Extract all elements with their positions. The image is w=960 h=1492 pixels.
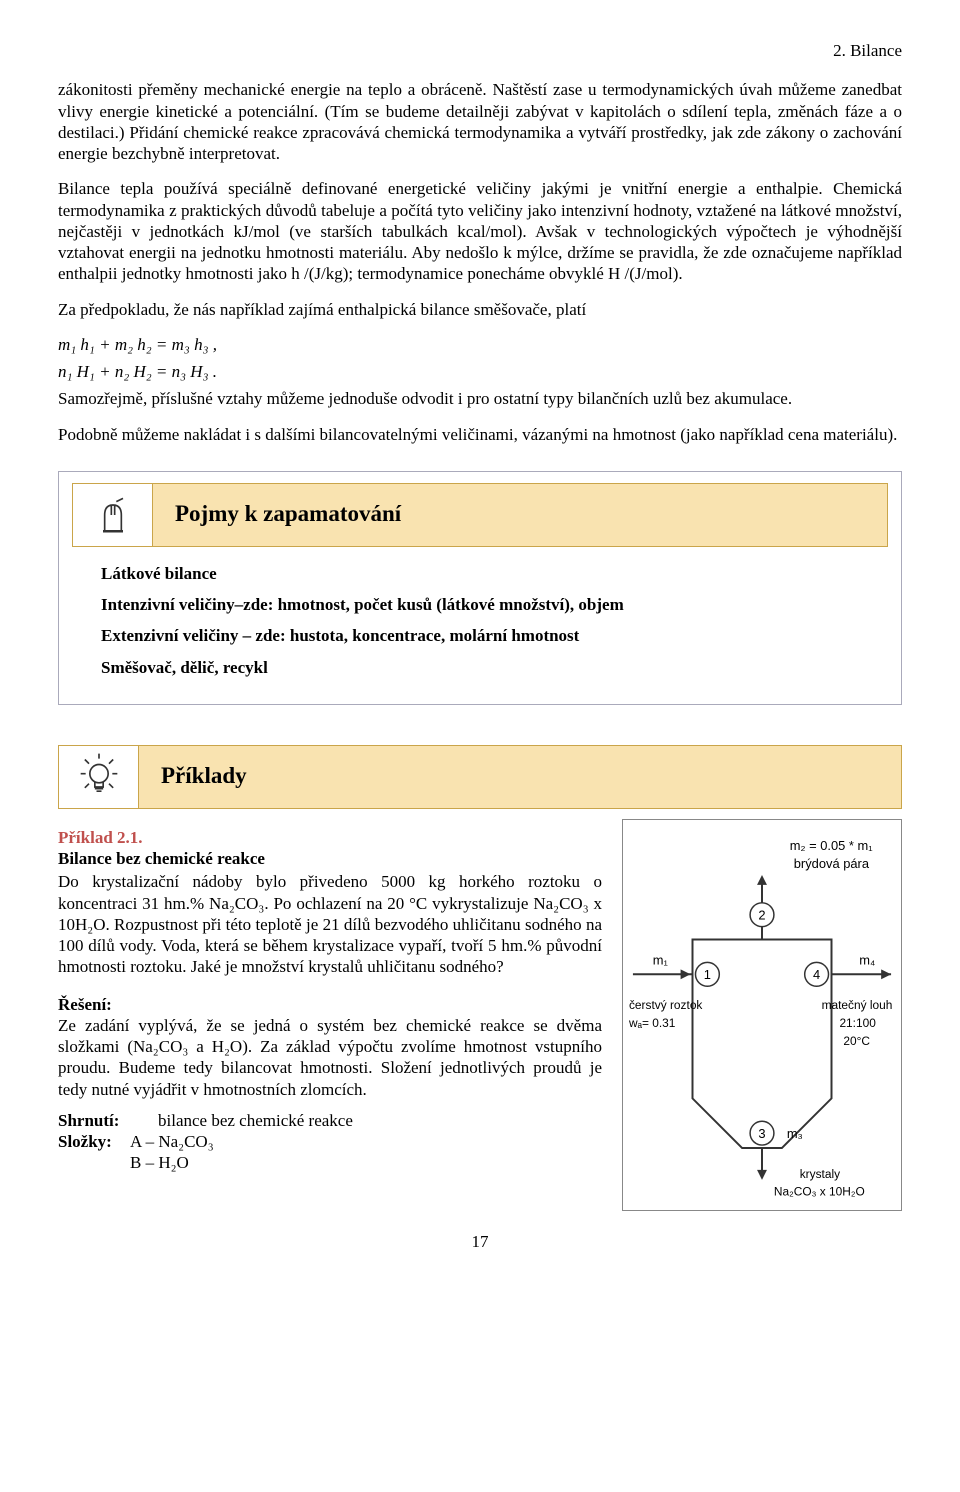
solution-text: Ze zadání vyplývá, že se jedná o systém …: [58, 1015, 602, 1100]
paragraph-4: Samozřejmě, příslušné vztahy můžeme jedn…: [58, 388, 902, 409]
concepts-list: Látkové bilance Intenzivní veličiny–zde:…: [73, 563, 887, 678]
diagram-label-ratio: 21:100: [839, 1016, 876, 1030]
components-label: Složky:: [58, 1131, 130, 1152]
equation-2: n₁ H₁ + n₂ H₂ = n₃ H₃ .: [58, 361, 902, 382]
diagram-label-m2: m₂ = 0.05 * m₁: [790, 838, 873, 853]
diagram-node-4: 4: [813, 967, 820, 982]
diagram-node-3: 3: [758, 1126, 765, 1141]
summary-value: bilance bez chemické reakce: [158, 1110, 353, 1131]
concepts-item: Intenzivní veličiny–zde: hmotnost, počet…: [101, 594, 873, 615]
diagram-label-formula: Na₂CO₃ x 10H₂O: [774, 1184, 865, 1198]
concepts-item: Směšovač, dělič, recykl: [101, 657, 873, 678]
examples-title: Příklady: [139, 762, 247, 791]
diagram-label-wa: wₐ= 0.31: [628, 1016, 676, 1030]
diagram-label-roztok: čerstvý roztok: [629, 998, 702, 1012]
paragraph-2: Bilance tepla používá speciálně definova…: [58, 178, 902, 284]
diagram-label-m3: m₃: [787, 1126, 803, 1141]
page-number: 17: [58, 1231, 902, 1252]
diagram-label-brydova: brýdová pára: [794, 856, 870, 871]
concepts-box: Pojmy k zapamatování Látkové bilance Int…: [58, 471, 902, 705]
component-a: A – Na₂CO₃: [130, 1131, 214, 1152]
chapter-header: 2. Bilance: [58, 40, 902, 61]
diagram-node-1: 1: [704, 967, 711, 982]
crystallizer-diagram: 2 m₂ = 0.05 * m₁ brýdová pára 1 m₁ čerst…: [622, 819, 902, 1211]
example-heading: Bilance bez chemické reakce: [58, 848, 602, 869]
diagram-label-temp: 20°C: [843, 1034, 870, 1048]
example-problem: Do krystalizační nádoby bylo přivedeno 5…: [58, 871, 602, 977]
summary-label: Shrnutí:: [58, 1110, 158, 1131]
component-b: B – H₂O: [58, 1152, 602, 1173]
diagram-label-krystaly: krystaly: [800, 1167, 840, 1181]
concepts-title: Pojmy k zapamatování: [153, 500, 401, 529]
examples-header: Příklady: [58, 745, 902, 809]
paragraph-5: Podobně můžeme nakládat i s dalšími bila…: [58, 424, 902, 445]
solution-label: Řešení:: [58, 994, 602, 1015]
diagram-label-louh: matečný louh: [822, 998, 893, 1012]
lightbulb-icon: [59, 746, 139, 808]
diagram-node-2: 2: [758, 907, 765, 922]
concepts-item: Látkové bilance: [101, 563, 873, 584]
concepts-header: Pojmy k zapamatování: [72, 483, 888, 547]
example-number: Příklad 2.1.: [58, 827, 602, 848]
paragraph-1: zákonitosti přeměny mechanické energie n…: [58, 79, 902, 164]
diagram-label-m4: m₄: [859, 952, 875, 967]
concepts-item: Extenzivní veličiny – zde: hustota, konc…: [101, 625, 873, 646]
remember-icon: [73, 484, 153, 546]
equation-1: m₁ h₁ + m₂ h₂ = m₃ h₃ ,: [58, 334, 902, 355]
paragraph-3: Za předpokladu, že nás například zajímá …: [58, 299, 902, 320]
diagram-label-m1: m₁: [653, 952, 669, 967]
